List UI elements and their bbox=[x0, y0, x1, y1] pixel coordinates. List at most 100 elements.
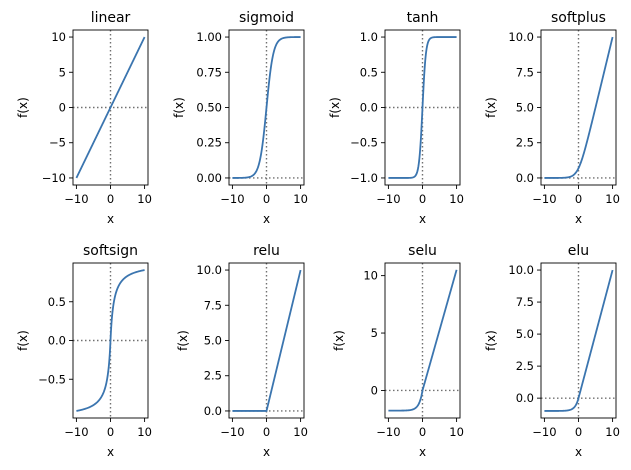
y-tick-label: 0 bbox=[371, 383, 378, 397]
y-tick-label: 0.5 bbox=[360, 65, 378, 79]
x-tick-label: −10 bbox=[220, 192, 244, 206]
y-tick-label: 5 bbox=[371, 326, 378, 340]
x-tick-label: 0 bbox=[419, 192, 426, 206]
x-tick-label: −10 bbox=[532, 425, 556, 439]
x-axis-label: x bbox=[263, 445, 270, 459]
y-tick-label: 7.5 bbox=[516, 65, 534, 79]
x-tick-label: −10 bbox=[376, 192, 400, 206]
subplot-title: sigmoid bbox=[239, 10, 294, 26]
y-tick-label: 1.00 bbox=[196, 30, 222, 44]
y-tick-label: 5.0 bbox=[516, 327, 534, 341]
subplot-title: softsign bbox=[83, 243, 138, 259]
x-tick-label: −10 bbox=[220, 425, 244, 439]
subplot-sigmoid: −10 0 10 0.00 0.25 0.50 0.75 1.00 sigmoid x f(x) bbox=[172, 10, 308, 226]
x-axis-label: x bbox=[107, 445, 114, 459]
y-tick-label: 7.5 bbox=[204, 298, 222, 312]
y-tick-label: 5.0 bbox=[516, 101, 534, 115]
y-tick-label: 0.0 bbox=[516, 171, 534, 185]
series-line bbox=[544, 269, 614, 412]
y-tick-label: 2.5 bbox=[204, 369, 222, 383]
y-tick-label: 2.5 bbox=[516, 359, 534, 373]
subplot-title: selu bbox=[408, 243, 437, 259]
series-line bbox=[232, 36, 301, 179]
y-tick-label: 0 bbox=[59, 101, 66, 115]
subplot-title: linear bbox=[91, 10, 131, 26]
x-tick-label: 10 bbox=[605, 425, 620, 439]
x-tick-label: 0 bbox=[107, 425, 114, 439]
y-tick-label: 7.5 bbox=[516, 295, 534, 309]
x-tick-label: 0 bbox=[263, 425, 270, 439]
y-tick-label: 0.25 bbox=[196, 136, 222, 150]
y-tick-label: 0.0 bbox=[360, 101, 378, 115]
y-tick-label: 2.5 bbox=[516, 136, 534, 150]
series-line bbox=[76, 269, 145, 412]
series-line bbox=[388, 269, 458, 412]
series-line bbox=[388, 36, 457, 179]
x-tick-label: 10 bbox=[449, 192, 464, 206]
y-axis-label: f(x) bbox=[332, 330, 346, 351]
series-line bbox=[232, 269, 302, 412]
subplot-linear: −10 0 10 −10 −5 0 5 10 linear x f(x) bbox=[16, 10, 152, 226]
x-tick-label: 10 bbox=[137, 192, 152, 206]
y-axis-label: f(x) bbox=[16, 330, 30, 351]
subplot-title: tanh bbox=[407, 10, 439, 26]
y-tick-label: 5 bbox=[59, 65, 66, 79]
y-axis-label: f(x) bbox=[16, 97, 30, 118]
y-axis-label: f(x) bbox=[176, 330, 190, 351]
y-axis-label: f(x) bbox=[484, 330, 498, 351]
y-tick-label: 5.0 bbox=[204, 334, 222, 348]
x-tick-label: −10 bbox=[376, 425, 400, 439]
subplot-elu: −10 0 10 0.0 2.5 5.0 7.5 10.0 elu x f(x) bbox=[484, 243, 620, 459]
y-tick-label: 10 bbox=[51, 30, 66, 44]
y-tick-label: 0.0 bbox=[48, 334, 66, 348]
y-tick-label: 0.0 bbox=[204, 404, 222, 418]
y-tick-label: 0.00 bbox=[196, 171, 222, 185]
y-tick-label: 10.0 bbox=[508, 30, 534, 44]
y-axis-label: f(x) bbox=[328, 97, 342, 118]
subplot-title: elu bbox=[568, 243, 589, 259]
y-tick-label: 0.75 bbox=[196, 65, 222, 79]
x-axis-label: x bbox=[419, 212, 426, 226]
y-tick-label: −1.0 bbox=[350, 171, 378, 185]
x-tick-label: 10 bbox=[293, 425, 308, 439]
x-axis-label: x bbox=[107, 212, 114, 226]
x-tick-label: 10 bbox=[605, 192, 620, 206]
x-tick-label: 10 bbox=[137, 425, 152, 439]
x-axis-label: x bbox=[575, 445, 582, 459]
y-tick-label: 10 bbox=[363, 269, 378, 283]
y-tick-label: 1.0 bbox=[360, 30, 378, 44]
x-tick-label: 0 bbox=[419, 425, 426, 439]
subplot-relu: −10 0 10 0.0 2.5 5.0 7.5 10.0 relu x f(x) bbox=[176, 243, 308, 459]
subplot-selu: −10 0 10 0 5 10 selu x f(x) bbox=[332, 243, 464, 459]
x-tick-label: −10 bbox=[532, 192, 556, 206]
y-tick-label: −0.5 bbox=[350, 136, 378, 150]
subplot-softsign: −10 0 10 −0.5 0.0 0.5 softsign x f(x) bbox=[16, 243, 152, 459]
x-axis-label: x bbox=[263, 212, 270, 226]
y-tick-label: −0.5 bbox=[38, 372, 66, 386]
x-tick-label: 0 bbox=[575, 192, 582, 206]
subplot-title: softplus bbox=[551, 10, 606, 26]
x-tick-label: 0 bbox=[107, 192, 114, 206]
subplot-title: relu bbox=[253, 243, 280, 259]
x-tick-label: −10 bbox=[64, 425, 88, 439]
x-tick-label: 0 bbox=[263, 192, 270, 206]
y-tick-label: 10.0 bbox=[508, 263, 534, 277]
x-axis-label: x bbox=[575, 212, 582, 226]
y-tick-label: 0.5 bbox=[48, 295, 66, 309]
y-tick-label: 10.0 bbox=[196, 263, 222, 277]
subplot-softplus: −10 0 10 0.0 2.5 5.0 7.5 10.0 softplus x f(x) bbox=[484, 10, 620, 226]
series-line bbox=[544, 36, 614, 179]
series-line bbox=[75, 36, 146, 179]
y-axis-label: f(x) bbox=[172, 97, 186, 118]
y-tick-label: 0.0 bbox=[516, 391, 534, 405]
subplot-tanh: −10 0 10 −1.0 −0.5 0.0 0.5 1.0 tanh x f(x) bbox=[328, 10, 464, 226]
x-tick-label: 10 bbox=[449, 425, 464, 439]
x-tick-label: −10 bbox=[64, 192, 88, 206]
y-axis-label: f(x) bbox=[484, 97, 498, 118]
y-tick-label: 0.50 bbox=[196, 101, 222, 115]
x-tick-label: 10 bbox=[293, 192, 308, 206]
y-tick-label: −10 bbox=[42, 171, 66, 185]
x-axis-label: x bbox=[419, 445, 426, 459]
x-tick-label: 0 bbox=[575, 425, 582, 439]
